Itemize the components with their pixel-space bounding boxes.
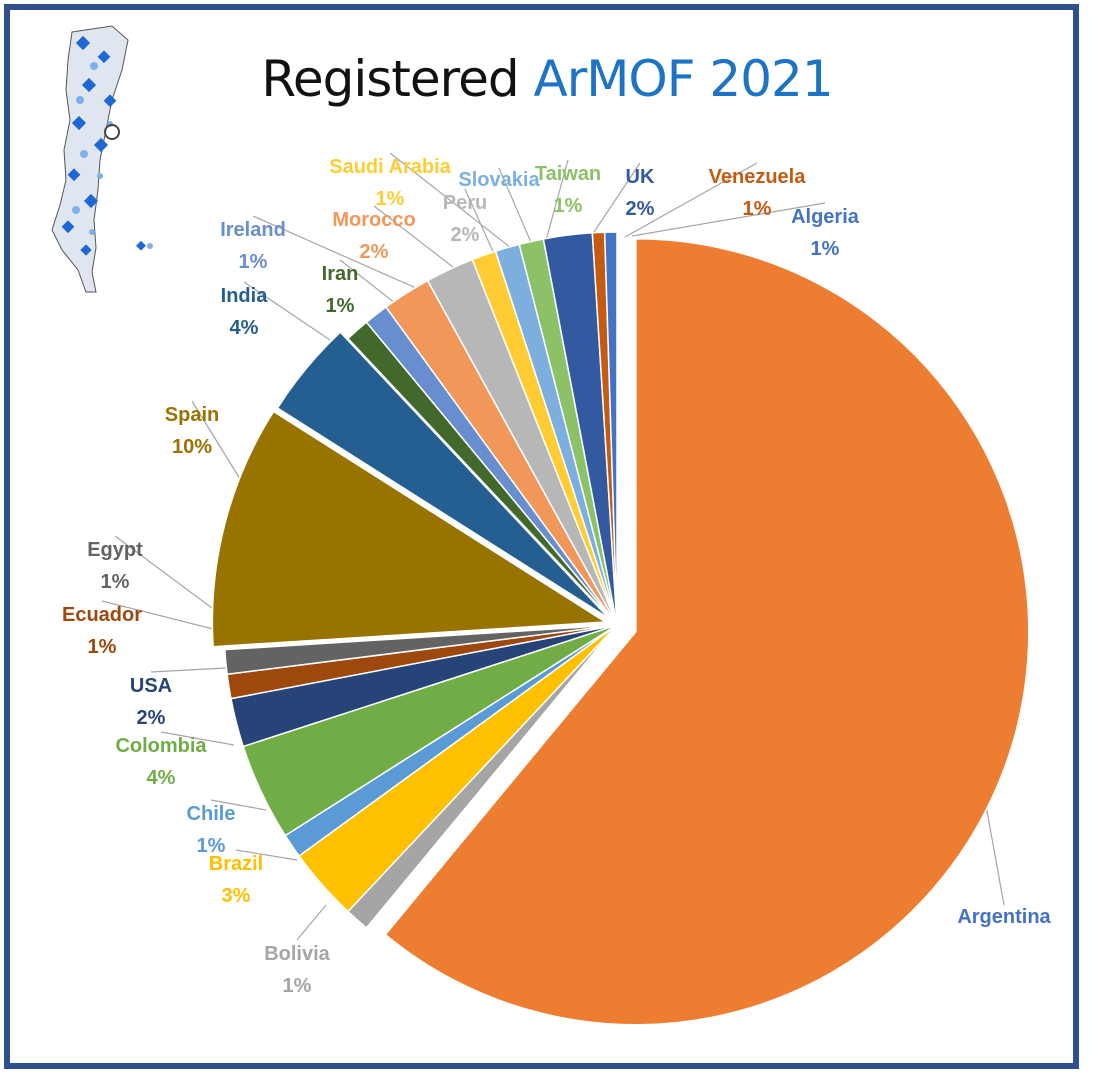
- pie-slice-india: [276, 331, 610, 620]
- slice-percent-label: 1%: [197, 835, 226, 857]
- slice-label: India: [221, 285, 269, 307]
- leader-line: [252, 215, 426, 293]
- leader-line: [373, 205, 459, 272]
- leader-lines: [101, 152, 1005, 941]
- leader-line: [589, 162, 641, 239]
- leader-line: [631, 202, 826, 237]
- slice-percent-label: 10%: [172, 436, 212, 458]
- slice-percent-label: 2%: [137, 707, 166, 729]
- slice-label: Morocco: [332, 209, 415, 231]
- leader-line: [114, 535, 229, 621]
- slice-label: Algeria: [791, 206, 860, 228]
- slice-percent-label: 2%: [360, 241, 389, 263]
- title-armof: ArMOF 2021: [533, 50, 834, 108]
- slice-percent-label: 1%: [283, 975, 312, 997]
- slice-percent-label: 1%: [101, 571, 130, 593]
- pie-slice-egypt: [223, 624, 618, 676]
- pie-slice-argentina: [384, 238, 1030, 1026]
- slice-label: Ireland: [220, 219, 286, 241]
- slice-label: USA: [130, 675, 172, 697]
- slice-percent-label: 1%: [554, 195, 583, 217]
- slice-label: Spain: [165, 404, 219, 426]
- slice-label: Argentina: [957, 906, 1051, 928]
- pie-slice-spain: [211, 410, 608, 648]
- slice-percent-label: 1%: [811, 238, 840, 260]
- slice-percent-label: 1%: [239, 251, 268, 273]
- slice-label: Egypt: [87, 539, 143, 561]
- slice-label: UK: [626, 166, 655, 188]
- leader-line: [389, 152, 521, 256]
- slice-label: Chile: [187, 803, 236, 825]
- leader-line: [984, 799, 1005, 906]
- slice-label: Iran: [322, 263, 359, 285]
- slice-percent-label: 1%: [326, 295, 355, 317]
- chart-title: Registered ArMOF 2021: [0, 50, 1094, 108]
- title-registered: Registered: [261, 50, 519, 108]
- slice-percent-label: 2%: [626, 198, 655, 220]
- slice-label: Slovakia: [458, 169, 540, 191]
- leader-line: [296, 904, 327, 941]
- slice-percent-label: 4%: [147, 767, 176, 789]
- slice-label: Saudi Arabia: [329, 156, 451, 178]
- slice-percent-label: 1%: [743, 198, 772, 220]
- slice-label: Colombia: [115, 735, 207, 757]
- slice-percent-label: 3%: [222, 885, 251, 907]
- leader-line: [544, 159, 569, 245]
- slice-label: Venezuela: [709, 166, 807, 188]
- slice-labels: ArgentinaBolivia1%Brazil3%Chile1%Colombi…: [62, 156, 1052, 997]
- leader-line: [191, 400, 249, 493]
- pie-slices: [211, 231, 1030, 1026]
- leader-line: [150, 667, 227, 673]
- slice-percent-label: 1%: [376, 188, 405, 210]
- leader-line: [235, 849, 298, 861]
- leader-line: [339, 259, 396, 304]
- leader-line: [498, 167, 534, 248]
- pie-slice-algeria: [603, 231, 618, 626]
- leader-line: [464, 188, 496, 257]
- leader-line: [243, 281, 331, 341]
- leader-line: [210, 799, 267, 811]
- slice-percent-label: 2%: [451, 224, 480, 246]
- slice-label: Peru: [443, 192, 487, 214]
- slice-label: Brazil: [209, 853, 263, 875]
- slice-label: Bolivia: [264, 943, 330, 965]
- leader-line: [624, 162, 758, 238]
- leader-line: [160, 731, 235, 746]
- slice-label: Taiwan: [535, 163, 601, 185]
- slice-percent-label: 1%: [88, 636, 117, 658]
- leader-line: [101, 600, 226, 633]
- slice-label: Ecuador: [62, 604, 142, 626]
- argentina-mof-map-icon: [51, 25, 153, 293]
- slice-percent-label: 4%: [230, 317, 259, 339]
